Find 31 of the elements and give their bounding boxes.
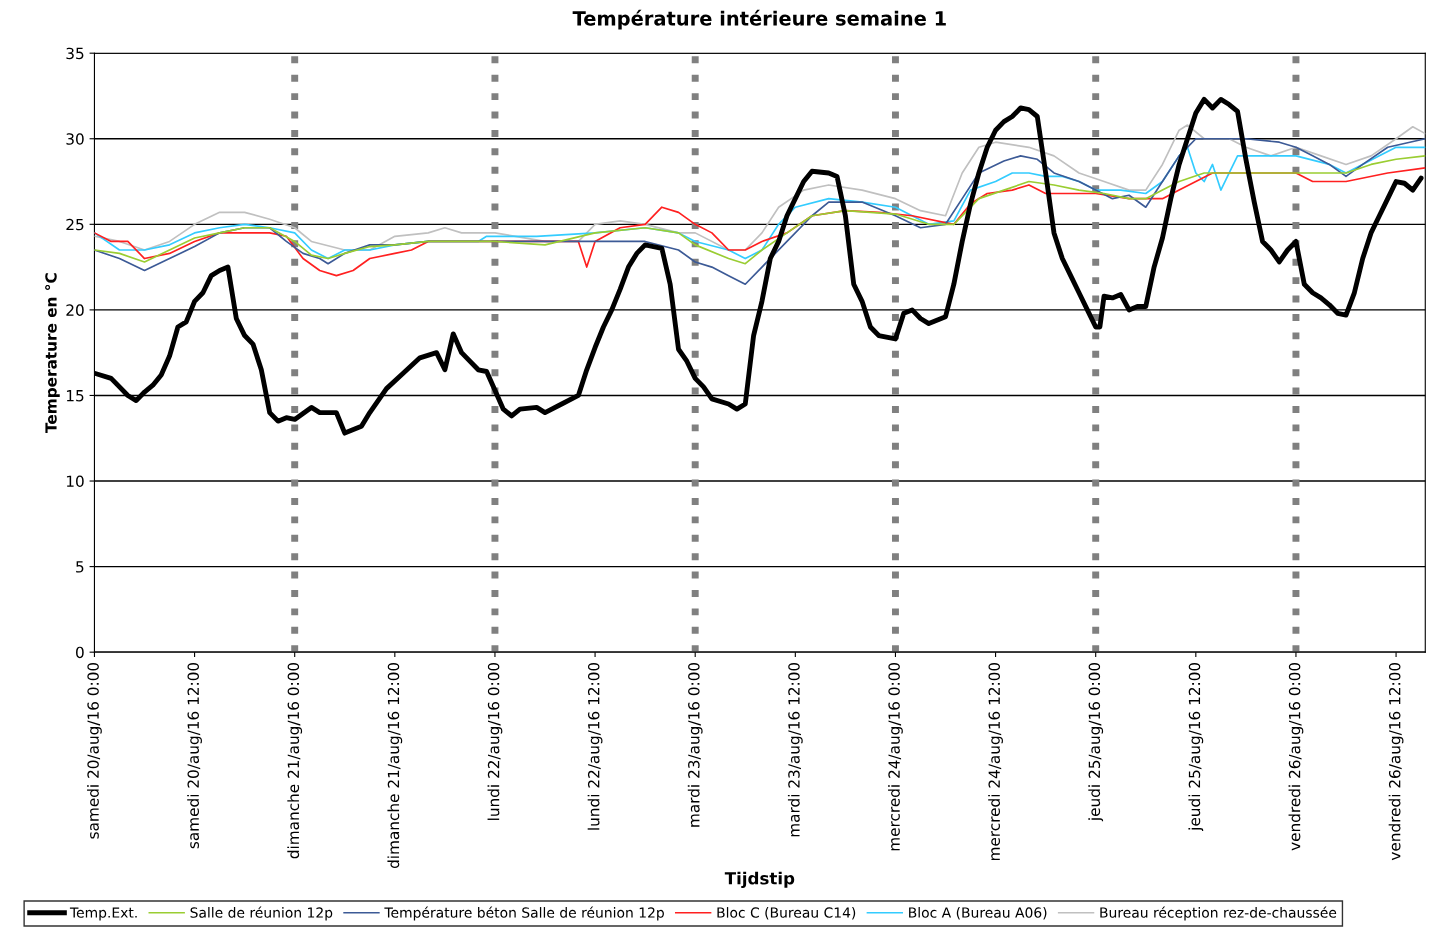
- legend-label: Bloc A (Bureau A06): [909, 907, 1047, 920]
- x-tick-label: jeudi 25/aug/16 12:00: [1188, 662, 1204, 832]
- y-tick-label: 10: [66, 475, 84, 488]
- chart-title: Température intérieure semaine 1: [572, 9, 946, 30]
- x-tick-label: vendredi 26/aug/16 12:00: [1388, 662, 1404, 861]
- x-axis-title: Tijdstip: [724, 871, 795, 888]
- x-tick-label: samedi 20/aug/16 12:00: [187, 662, 202, 849]
- legend-label: Bureau réception rez-de-chaussée: [1100, 906, 1337, 921]
- x-tick-label: mardi 23/aug/16 12:00: [787, 662, 803, 837]
- y-tick-label: 35: [66, 47, 84, 60]
- legend-label: Temp.Ext.: [69, 907, 137, 921]
- x-tick-label: samedi 20/aug/16 0:00: [87, 662, 102, 839]
- y-tick-label: 20: [66, 304, 84, 316]
- x-tick-label: mercredi 24/aug/16 0:00: [888, 662, 903, 851]
- legend-label: Salle de réunion 12p: [190, 906, 333, 921]
- y-axis-title: Temperature en °C: [45, 273, 60, 433]
- x-tick-label: dimanche 21/aug/16 0:00: [287, 662, 303, 859]
- x-tick-label: jeudi 25/aug/16 0:00: [1088, 662, 1104, 822]
- x-tick-label: mardi 23/aug/16 0:00: [687, 662, 703, 827]
- y-tick-label: 15: [66, 390, 84, 402]
- y-tick-label: 0: [76, 646, 84, 659]
- legend-label: Bloc C (Bureau C14): [717, 907, 856, 920]
- y-tick-label: 30: [66, 133, 84, 145]
- y-tick-label: 5: [76, 561, 84, 573]
- x-tick-label: lundi 22/aug/16 0:00: [487, 662, 503, 820]
- x-tick-label: mercredi 24/aug/16 12:00: [988, 662, 1003, 861]
- x-tick-label: vendredi 26/aug/16 0:00: [1288, 662, 1304, 851]
- legend-label: Température béton Salle de réunion 12p: [384, 906, 664, 921]
- x-tick-label: dimanche 21/aug/16 12:00: [387, 662, 403, 869]
- y-tick-label: 25: [66, 218, 84, 231]
- x-tick-label: lundi 22/aug/16 12:00: [587, 662, 603, 830]
